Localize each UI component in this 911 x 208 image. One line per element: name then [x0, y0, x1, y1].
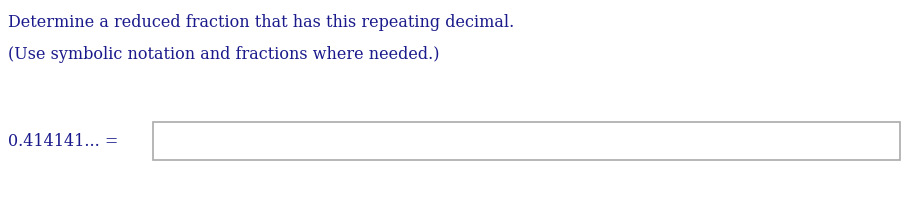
- Bar: [153, 122, 900, 160]
- Text: 0.414141... =: 0.414141... =: [8, 132, 118, 150]
- Text: (Use symbolic notation and fractions where needed.): (Use symbolic notation and fractions whe…: [8, 46, 439, 63]
- Text: Determine a reduced fraction that has this repeating decimal.: Determine a reduced fraction that has th…: [8, 14, 514, 31]
